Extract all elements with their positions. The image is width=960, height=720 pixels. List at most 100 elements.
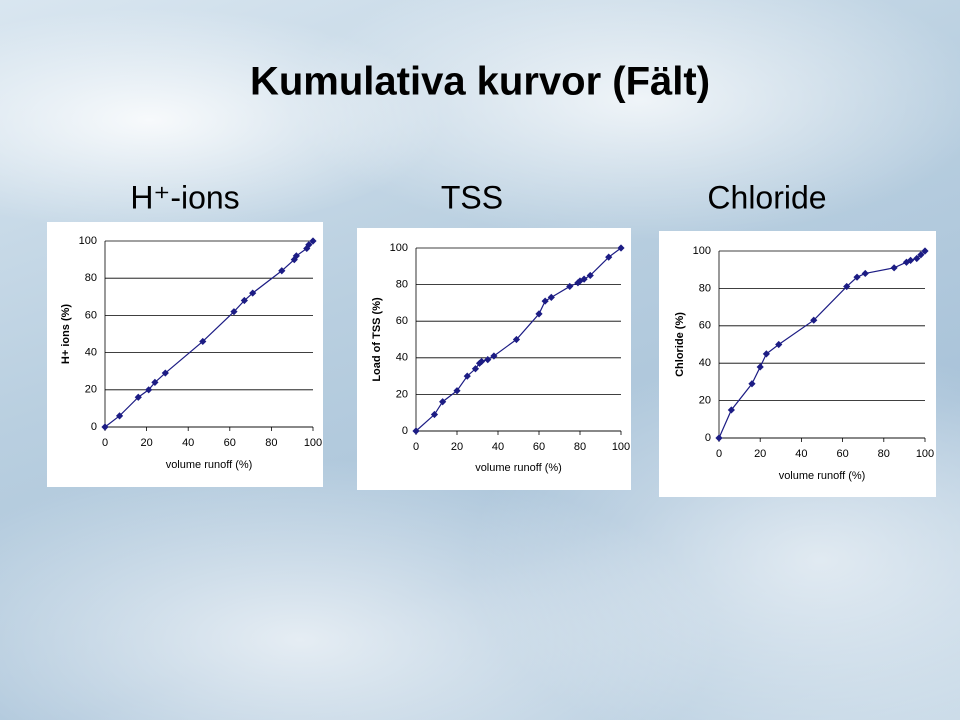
data-point: [145, 386, 153, 394]
data-point: [249, 289, 257, 297]
data-point: [756, 363, 764, 371]
y-tick-label: 80: [85, 272, 97, 284]
data-point: [913, 254, 921, 263]
y-tick-label: 0: [91, 421, 97, 433]
data-point: [861, 269, 869, 278]
y-axis-label: Load of TSS (%): [371, 297, 383, 382]
chart-heading: H⁺-ions: [130, 179, 239, 215]
data-point: [748, 380, 756, 388]
data-point: [475, 359, 484, 367]
y-axis-label: H+ ions (%): [60, 304, 72, 365]
y-tick-label: 20: [396, 388, 408, 400]
data-point: [605, 253, 613, 261]
y-tick-label: 60: [85, 309, 97, 321]
data-point: [727, 406, 735, 414]
x-tick-label: 60: [533, 441, 545, 453]
x-tick-label: 80: [574, 441, 586, 453]
x-tick-label: 80: [878, 448, 890, 460]
data-point: [490, 352, 498, 360]
y-tick-label: 60: [396, 315, 408, 327]
data-point: [240, 296, 248, 305]
x-tick-label: 20: [754, 448, 766, 460]
data-point: [453, 387, 461, 395]
data-point: [484, 356, 492, 364]
data-point: [478, 357, 486, 366]
data-point: [430, 410, 439, 419]
chart-heading: TSS: [441, 179, 503, 215]
data-point: [775, 340, 783, 349]
data-point: [309, 237, 317, 245]
y-tick-label: 40: [699, 357, 711, 369]
data-point: [278, 267, 286, 275]
x-tick-label: 60: [224, 437, 236, 449]
x-tick-label: 20: [451, 441, 463, 453]
data-point: [412, 427, 420, 435]
data-point: [586, 271, 594, 280]
data-point: [463, 372, 471, 380]
chart-panel: [47, 222, 323, 487]
data-point: [566, 282, 574, 291]
data-point: [471, 365, 480, 373]
y-tick-label: 60: [699, 320, 711, 332]
data-line: [104, 240, 314, 428]
x-tick-label: 100: [916, 448, 934, 460]
data-point: [917, 251, 925, 259]
data-point: [906, 256, 915, 264]
y-axis-label: Chloride (%): [674, 312, 686, 377]
data-point: [580, 275, 588, 283]
x-tick-label: 60: [836, 448, 848, 460]
y-tick-label: 100: [390, 242, 408, 254]
data-line: [718, 250, 926, 439]
data-point: [921, 247, 929, 255]
y-tick-label: 20: [85, 384, 97, 396]
slide-title: Kumulativa kurvor (Fält): [250, 60, 710, 104]
y-tick-label: 80: [699, 282, 711, 294]
data-point: [890, 264, 898, 272]
x-tick-label: 100: [612, 441, 630, 453]
y-tick-label: 80: [396, 279, 408, 291]
data-point: [101, 423, 109, 431]
y-tick-label: 100: [693, 245, 711, 257]
x-tick-label: 20: [140, 437, 152, 449]
y-tick-label: 100: [79, 235, 97, 247]
data-point: [512, 335, 521, 344]
x-tick-label: 40: [492, 441, 504, 453]
x-axis-label: volume runoff (%): [475, 462, 562, 474]
y-tick-label: 0: [705, 432, 711, 444]
data-point: [161, 369, 169, 377]
data-point: [547, 293, 555, 302]
x-tick-label: 0: [413, 441, 419, 453]
data-point: [715, 434, 723, 442]
data-point: [115, 412, 124, 420]
data-point: [290, 256, 298, 264]
data-point: [617, 244, 625, 252]
data-point: [292, 252, 300, 260]
data-point: [902, 258, 911, 266]
y-tick-label: 40: [85, 347, 97, 359]
data-point: [151, 378, 159, 386]
data-point: [305, 241, 313, 249]
data-point: [853, 273, 861, 281]
x-tick-label: 40: [182, 437, 194, 449]
x-tick-label: 0: [102, 437, 108, 449]
x-tick-label: 80: [265, 437, 277, 449]
x-tick-label: 40: [795, 448, 807, 460]
y-tick-label: 40: [396, 352, 408, 364]
y-tick-label: 20: [699, 395, 711, 407]
data-point: [535, 310, 543, 318]
x-tick-label: 0: [716, 448, 722, 460]
x-axis-label: volume runoff (%): [166, 459, 253, 471]
x-tick-label: 100: [304, 437, 322, 449]
data-point: [810, 316, 818, 324]
data-point: [134, 393, 142, 401]
data-point: [843, 282, 851, 291]
data-point: [541, 297, 549, 305]
x-axis-label: volume runoff (%): [779, 470, 866, 482]
data-point: [439, 398, 447, 406]
data-point: [762, 350, 770, 358]
y-tick-label: 0: [402, 425, 408, 437]
chart-heading: Chloride: [707, 179, 826, 215]
chart-panel: [659, 231, 936, 497]
data-point: [230, 308, 238, 316]
